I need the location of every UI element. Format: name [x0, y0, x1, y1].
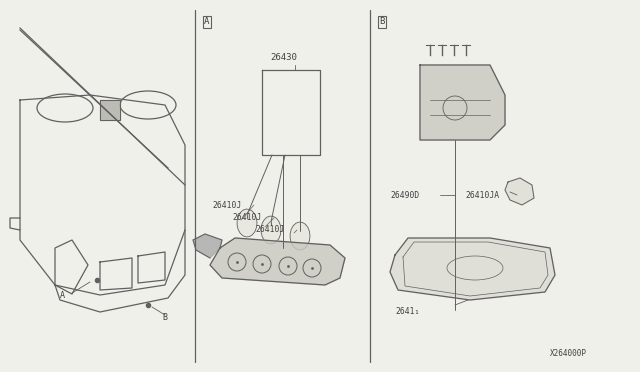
Text: A: A	[60, 291, 65, 299]
Polygon shape	[505, 178, 534, 205]
Text: B: B	[162, 314, 167, 323]
Polygon shape	[261, 216, 281, 244]
Polygon shape	[390, 238, 555, 300]
Text: A: A	[204, 17, 210, 26]
Polygon shape	[237, 209, 257, 237]
Polygon shape	[210, 238, 345, 285]
Text: 2641₁: 2641₁	[395, 308, 419, 317]
Text: 26490D: 26490D	[390, 190, 419, 199]
Text: 26410J: 26410J	[255, 225, 284, 234]
Text: 26410JA: 26410JA	[465, 190, 499, 199]
Text: X264000P: X264000P	[550, 350, 587, 359]
Polygon shape	[193, 234, 222, 258]
Text: 26430: 26430	[271, 54, 298, 62]
Text: 26410J: 26410J	[212, 201, 241, 209]
Polygon shape	[420, 65, 505, 140]
Text: B: B	[380, 17, 385, 26]
Polygon shape	[100, 100, 120, 120]
Polygon shape	[290, 222, 310, 250]
Text: 26410J: 26410J	[232, 214, 261, 222]
